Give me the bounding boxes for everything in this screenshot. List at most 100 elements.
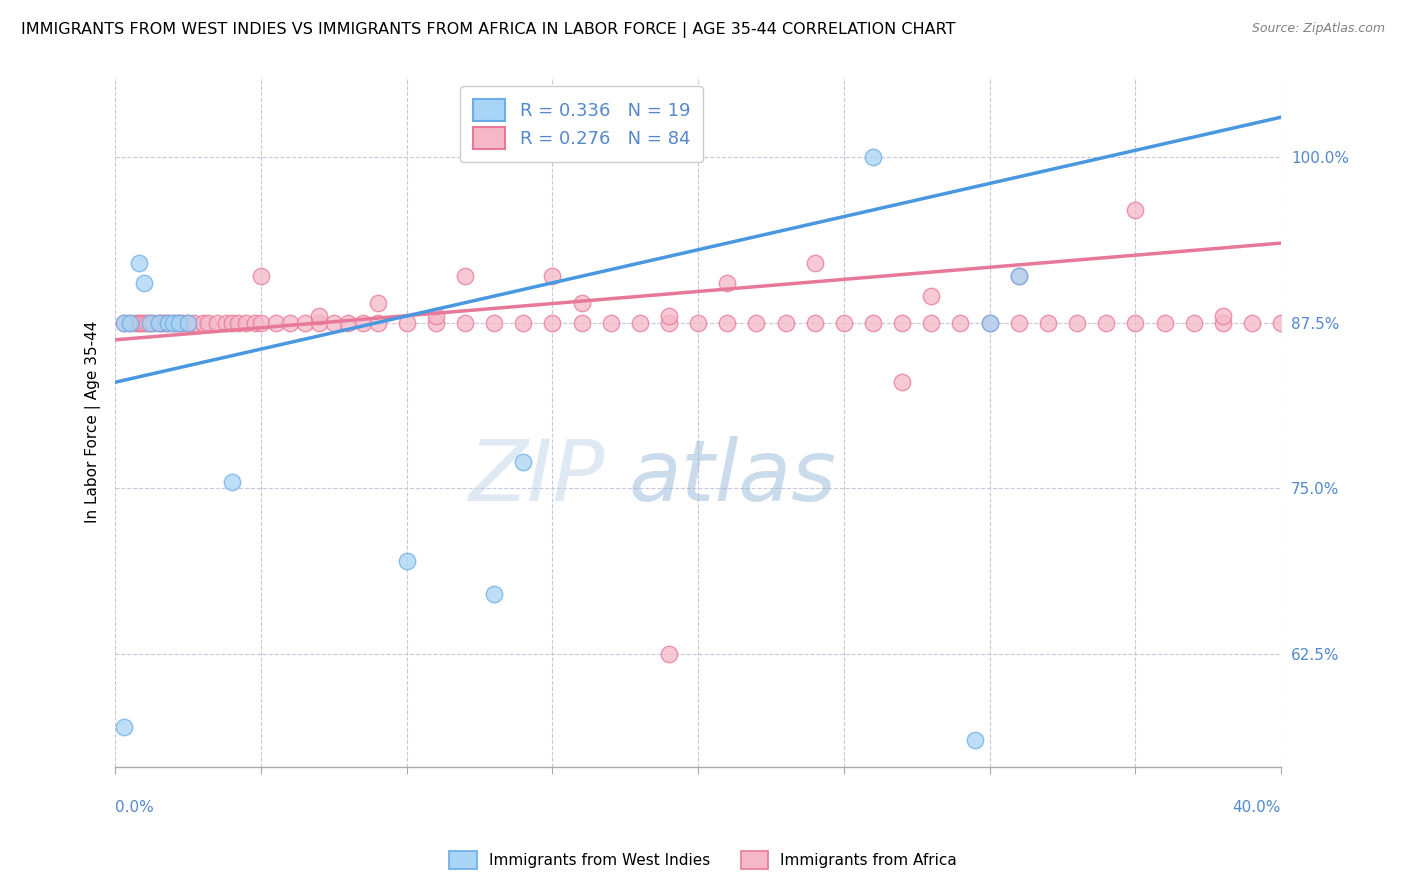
Point (1008, 316, 1031, 330)
Text: IMMIGRANTS FROM WEST INDIES VS IMMIGRANTS FROM AFRICA IN LABOR FORCE | AGE 35-44: IMMIGRANTS FROM WEST INDIES VS IMMIGRANT… (21, 22, 956, 38)
Point (162, 316, 184, 330)
Point (541, 316, 564, 330)
Point (352, 316, 374, 330)
Legend: Immigrants from West Indies, Immigrants from Africa: Immigrants from West Indies, Immigrants … (443, 845, 963, 875)
Point (294, 316, 316, 330)
Point (1066, 316, 1088, 330)
Point (658, 316, 681, 330)
Point (177, 316, 200, 330)
Point (425, 316, 447, 330)
Point (112, 720, 135, 734)
Point (134, 316, 156, 330)
Point (191, 316, 214, 330)
Point (139, 316, 162, 330)
Point (1212, 309, 1234, 323)
Point (250, 316, 273, 330)
Point (221, 316, 243, 330)
Point (162, 316, 184, 330)
Text: 0.0%: 0.0% (115, 799, 153, 814)
Point (716, 276, 738, 290)
Point (128, 316, 150, 330)
Point (658, 309, 681, 323)
Text: Source: ZipAtlas.com: Source: ZipAtlas.com (1251, 22, 1385, 36)
Point (118, 316, 141, 330)
Point (337, 316, 360, 330)
Point (862, 150, 884, 164)
Point (142, 316, 165, 330)
Point (243, 316, 266, 330)
Point (1008, 269, 1031, 284)
Point (112, 316, 135, 330)
Point (215, 316, 238, 330)
Point (832, 316, 855, 330)
Point (658, 647, 681, 661)
Point (250, 269, 273, 284)
Text: 40.0%: 40.0% (1233, 799, 1281, 814)
Point (979, 316, 1001, 330)
Point (367, 316, 389, 330)
Point (862, 316, 884, 330)
Point (512, 316, 534, 330)
Point (1125, 316, 1147, 330)
Point (628, 316, 651, 330)
Point (1125, 202, 1147, 217)
Point (148, 316, 170, 330)
Point (541, 269, 564, 284)
Point (1036, 316, 1059, 330)
Point (1182, 316, 1205, 330)
Point (745, 316, 768, 330)
Point (716, 316, 738, 330)
Point (148, 316, 170, 330)
Point (169, 316, 191, 330)
Point (112, 316, 135, 330)
Point (139, 316, 162, 330)
Point (322, 316, 344, 330)
Point (803, 256, 825, 270)
Point (454, 316, 477, 330)
Point (226, 316, 249, 330)
Point (891, 376, 914, 390)
Point (512, 455, 534, 469)
Point (979, 316, 1001, 330)
Point (177, 316, 200, 330)
Point (278, 316, 301, 330)
Point (920, 316, 942, 330)
Point (775, 316, 797, 330)
Point (395, 554, 418, 568)
Legend: R = 0.336   N = 19, R = 0.276   N = 84: R = 0.336 N = 19, R = 0.276 N = 84 (460, 87, 703, 162)
Point (571, 316, 593, 330)
Point (482, 587, 505, 601)
Y-axis label: In Labor Force | Age 35-44: In Labor Force | Age 35-44 (86, 321, 101, 524)
Point (183, 316, 205, 330)
Point (128, 256, 150, 270)
Point (136, 316, 159, 330)
Point (308, 309, 330, 323)
Point (482, 316, 505, 330)
Point (156, 316, 179, 330)
Point (172, 316, 194, 330)
Point (1008, 269, 1031, 284)
Point (165, 316, 187, 330)
Point (235, 316, 257, 330)
Point (1153, 316, 1175, 330)
Point (571, 295, 593, 310)
Point (197, 316, 219, 330)
Point (131, 316, 153, 330)
Text: atlas: atlas (628, 435, 837, 518)
Point (150, 316, 173, 330)
Point (134, 276, 156, 290)
Point (1095, 316, 1118, 330)
Point (205, 316, 228, 330)
Point (153, 316, 176, 330)
Point (1212, 316, 1234, 330)
Point (156, 316, 179, 330)
Point (308, 316, 330, 330)
Text: ZIP: ZIP (468, 435, 605, 518)
Point (221, 475, 243, 489)
Point (454, 269, 477, 284)
Point (264, 316, 287, 330)
Point (118, 316, 141, 330)
Point (803, 316, 825, 330)
Point (599, 316, 621, 330)
Point (1270, 316, 1292, 330)
